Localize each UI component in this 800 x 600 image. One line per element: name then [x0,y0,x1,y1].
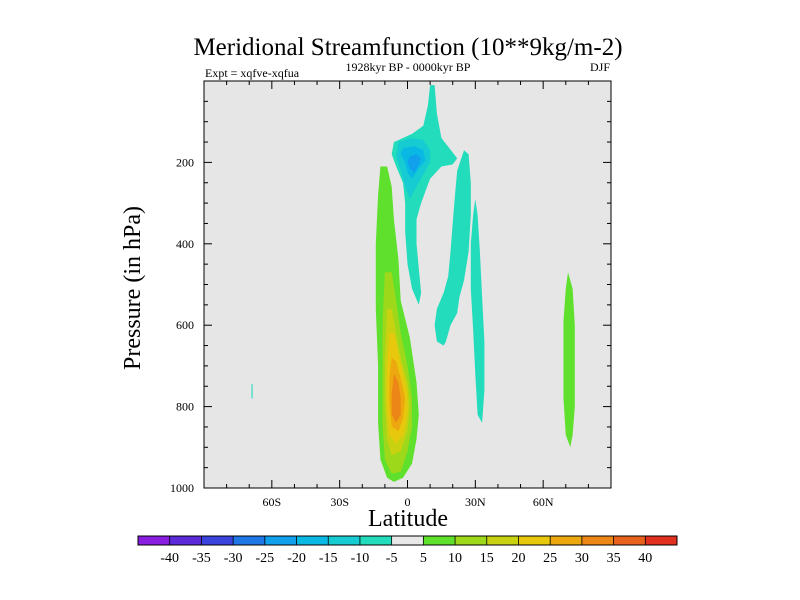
y-axis-label: Pressure (in hPa) [120,206,146,370]
contour-southern-positive-core-30 [391,374,401,423]
contour-southern-negative-speck [251,384,253,399]
colorbar-label: 35 [607,551,621,566]
colorbar-label: 30 [575,551,589,566]
colorbar-label: -35 [192,551,211,566]
colorbar: -40 -35 -30 -25 -20 -15 -10 -5 5 10 15 20 25 30 35 40 [137,535,678,566]
y-tick-label: 800 [176,400,194,414]
contour-layer [251,85,575,482]
x-tick-label: 60N [533,495,554,509]
minor-ticks [204,81,611,488]
colorbar-swatch [391,536,424,545]
y-tick-label: 1000 [170,481,194,495]
colorbar-swatch [486,536,519,545]
colorbar-label: -40 [160,551,179,566]
colorbar-swatch [138,536,171,545]
colorbar-label: -30 [224,551,243,566]
colorbar-swatch [233,536,266,545]
y-tick-label: 400 [176,237,194,251]
colorbar-swatch [645,536,678,545]
colorbar-label: -5 [386,551,398,566]
x-tick-label: 0 [405,495,411,509]
colorbar-label: -25 [255,551,274,566]
chart-title: Meridional Streamfunction (10**9kg/m-2) [193,34,622,61]
colorbar-swatch [518,536,551,545]
contour-northern-negative-streak-a [434,150,471,346]
colorbar-label: 20 [511,551,525,566]
colorbar-swatch [455,536,488,545]
colorbar-swatch [328,536,361,545]
contour-northern-negative-streak-b [470,199,485,423]
colorbar-label: 5 [420,551,427,566]
colorbar-swatch [169,536,202,545]
contour-northern-positive-cell [563,272,575,448]
colorbar-swatch [296,536,329,545]
y-tick-label: 200 [176,155,194,169]
colorbar-frame [137,535,678,546]
colorbar-swatch [613,536,646,545]
y-tick-label: 600 [176,318,194,332]
colorbar-swatch [423,536,456,545]
colorbar-label: -15 [319,551,338,566]
colorbar-swatch [550,536,583,545]
subtitle-right: DJF [590,60,610,74]
x-tick-label: 60S [262,495,281,509]
colorbar-label: 25 [543,551,557,566]
colorbar-label: 10 [448,551,462,566]
x-tick-label: 30N [465,495,486,509]
contour-upper-negative-core-20 [407,154,422,173]
x-axis: 60S 30S 0 30N 60N [262,81,554,509]
colorbar-swatch [201,536,234,545]
y-axis: 200 400 600 800 1000 [170,155,611,495]
subtitle-left: Expt = xqfve-xqfua [205,66,300,80]
colorbar-label: 15 [480,551,494,566]
colorbar-label: -10 [351,551,370,566]
colorbar-swatch [359,536,392,545]
colorbar-swatch [264,536,297,545]
subtitle-center: 1928kyr BP - 0000kyr BP [346,60,471,74]
x-tick-label: 30S [330,495,349,509]
colorbar-label: -20 [287,551,306,566]
x-axis-label: Latitude [368,506,448,532]
colorbar-label: 40 [638,551,652,566]
colorbar-swatch [581,536,614,545]
